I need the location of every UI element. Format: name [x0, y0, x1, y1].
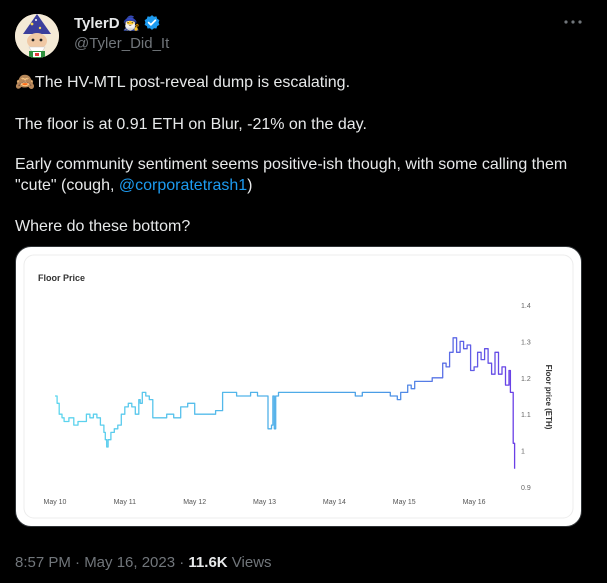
more-horizontal-icon — [564, 20, 582, 24]
y-tick-label: 0.9 — [521, 485, 531, 492]
x-tick-label: May 15 — [393, 499, 416, 506]
tweet-line-2: The floor is at 0.91 ETH on Blur, -21% o… — [15, 116, 367, 133]
floor-price-chart: Floor Price 1.4 1.3 1.2 1.1 1 0.9 May 10 May 1… — [23, 254, 574, 519]
see-no-evil-emoji: 🙈 — [15, 74, 35, 91]
y-tick-label: 1.1 — [521, 412, 531, 419]
x-tick-label: May 13 — [253, 499, 276, 506]
mention-link[interactable]: @corporatetrash1 — [118, 177, 248, 194]
avatar[interactable] — [15, 14, 59, 58]
tweet-timestamp[interactable]: 8:57 PM · May 16, 2023 · — [15, 554, 189, 571]
wizard-emoji: 🧙‍♂️ — [122, 14, 141, 31]
tweet-meta: 8:57 PM · May 16, 2023 · 11.6K Views — [15, 554, 272, 571]
tweet-line-1: 🙈The HV-MTL post-reveal dump is escalati… — [15, 72, 350, 93]
tweet-line-4: Where do these bottom? — [15, 218, 191, 235]
tweet-line-3-end: ) — [247, 177, 253, 194]
y-axis-label: Floor price (ETH) — [544, 365, 553, 430]
view-count: 11.6K — [188, 554, 228, 571]
x-tick-label: May 14 — [323, 499, 346, 506]
wizard-avatar-icon — [15, 14, 59, 58]
y-tick-label: 1.4 — [521, 303, 531, 310]
y-tick-label: 1 — [521, 449, 525, 456]
x-tick-label: May 10 — [43, 499, 66, 506]
views-label: Views — [227, 554, 272, 571]
author-name-row: TylerD 🧙‍♂️ — [74, 13, 161, 33]
y-tick-label: 1.3 — [521, 339, 531, 346]
y-tick-label: 1.2 — [521, 376, 531, 383]
tweet-line-3: Early community sentiment seems positive… — [15, 154, 575, 196]
chart-title: Floor Price — [38, 273, 85, 283]
floor-price-line — [55, 337, 516, 469]
author-handle[interactable]: @Tyler_Did_It — [74, 35, 170, 52]
more-options-button[interactable] — [562, 12, 584, 32]
x-tick-label: May 11 — [114, 499, 137, 506]
tweet-line-1-text: The HV-MTL post-reveal dump is escalatin… — [34, 74, 351, 91]
x-tick-label: May 12 — [183, 499, 206, 506]
x-tick-label: May 16 — [463, 499, 486, 506]
verified-badge-icon — [144, 15, 160, 30]
chart-image[interactable]: Floor Price 1.4 1.3 1.2 1.1 1 0.9 May 10 May 1… — [15, 246, 582, 527]
tweet-line-3-text: Early community sentiment seems positive… — [15, 156, 568, 194]
author-display-name[interactable]: TylerD — [74, 14, 120, 32]
